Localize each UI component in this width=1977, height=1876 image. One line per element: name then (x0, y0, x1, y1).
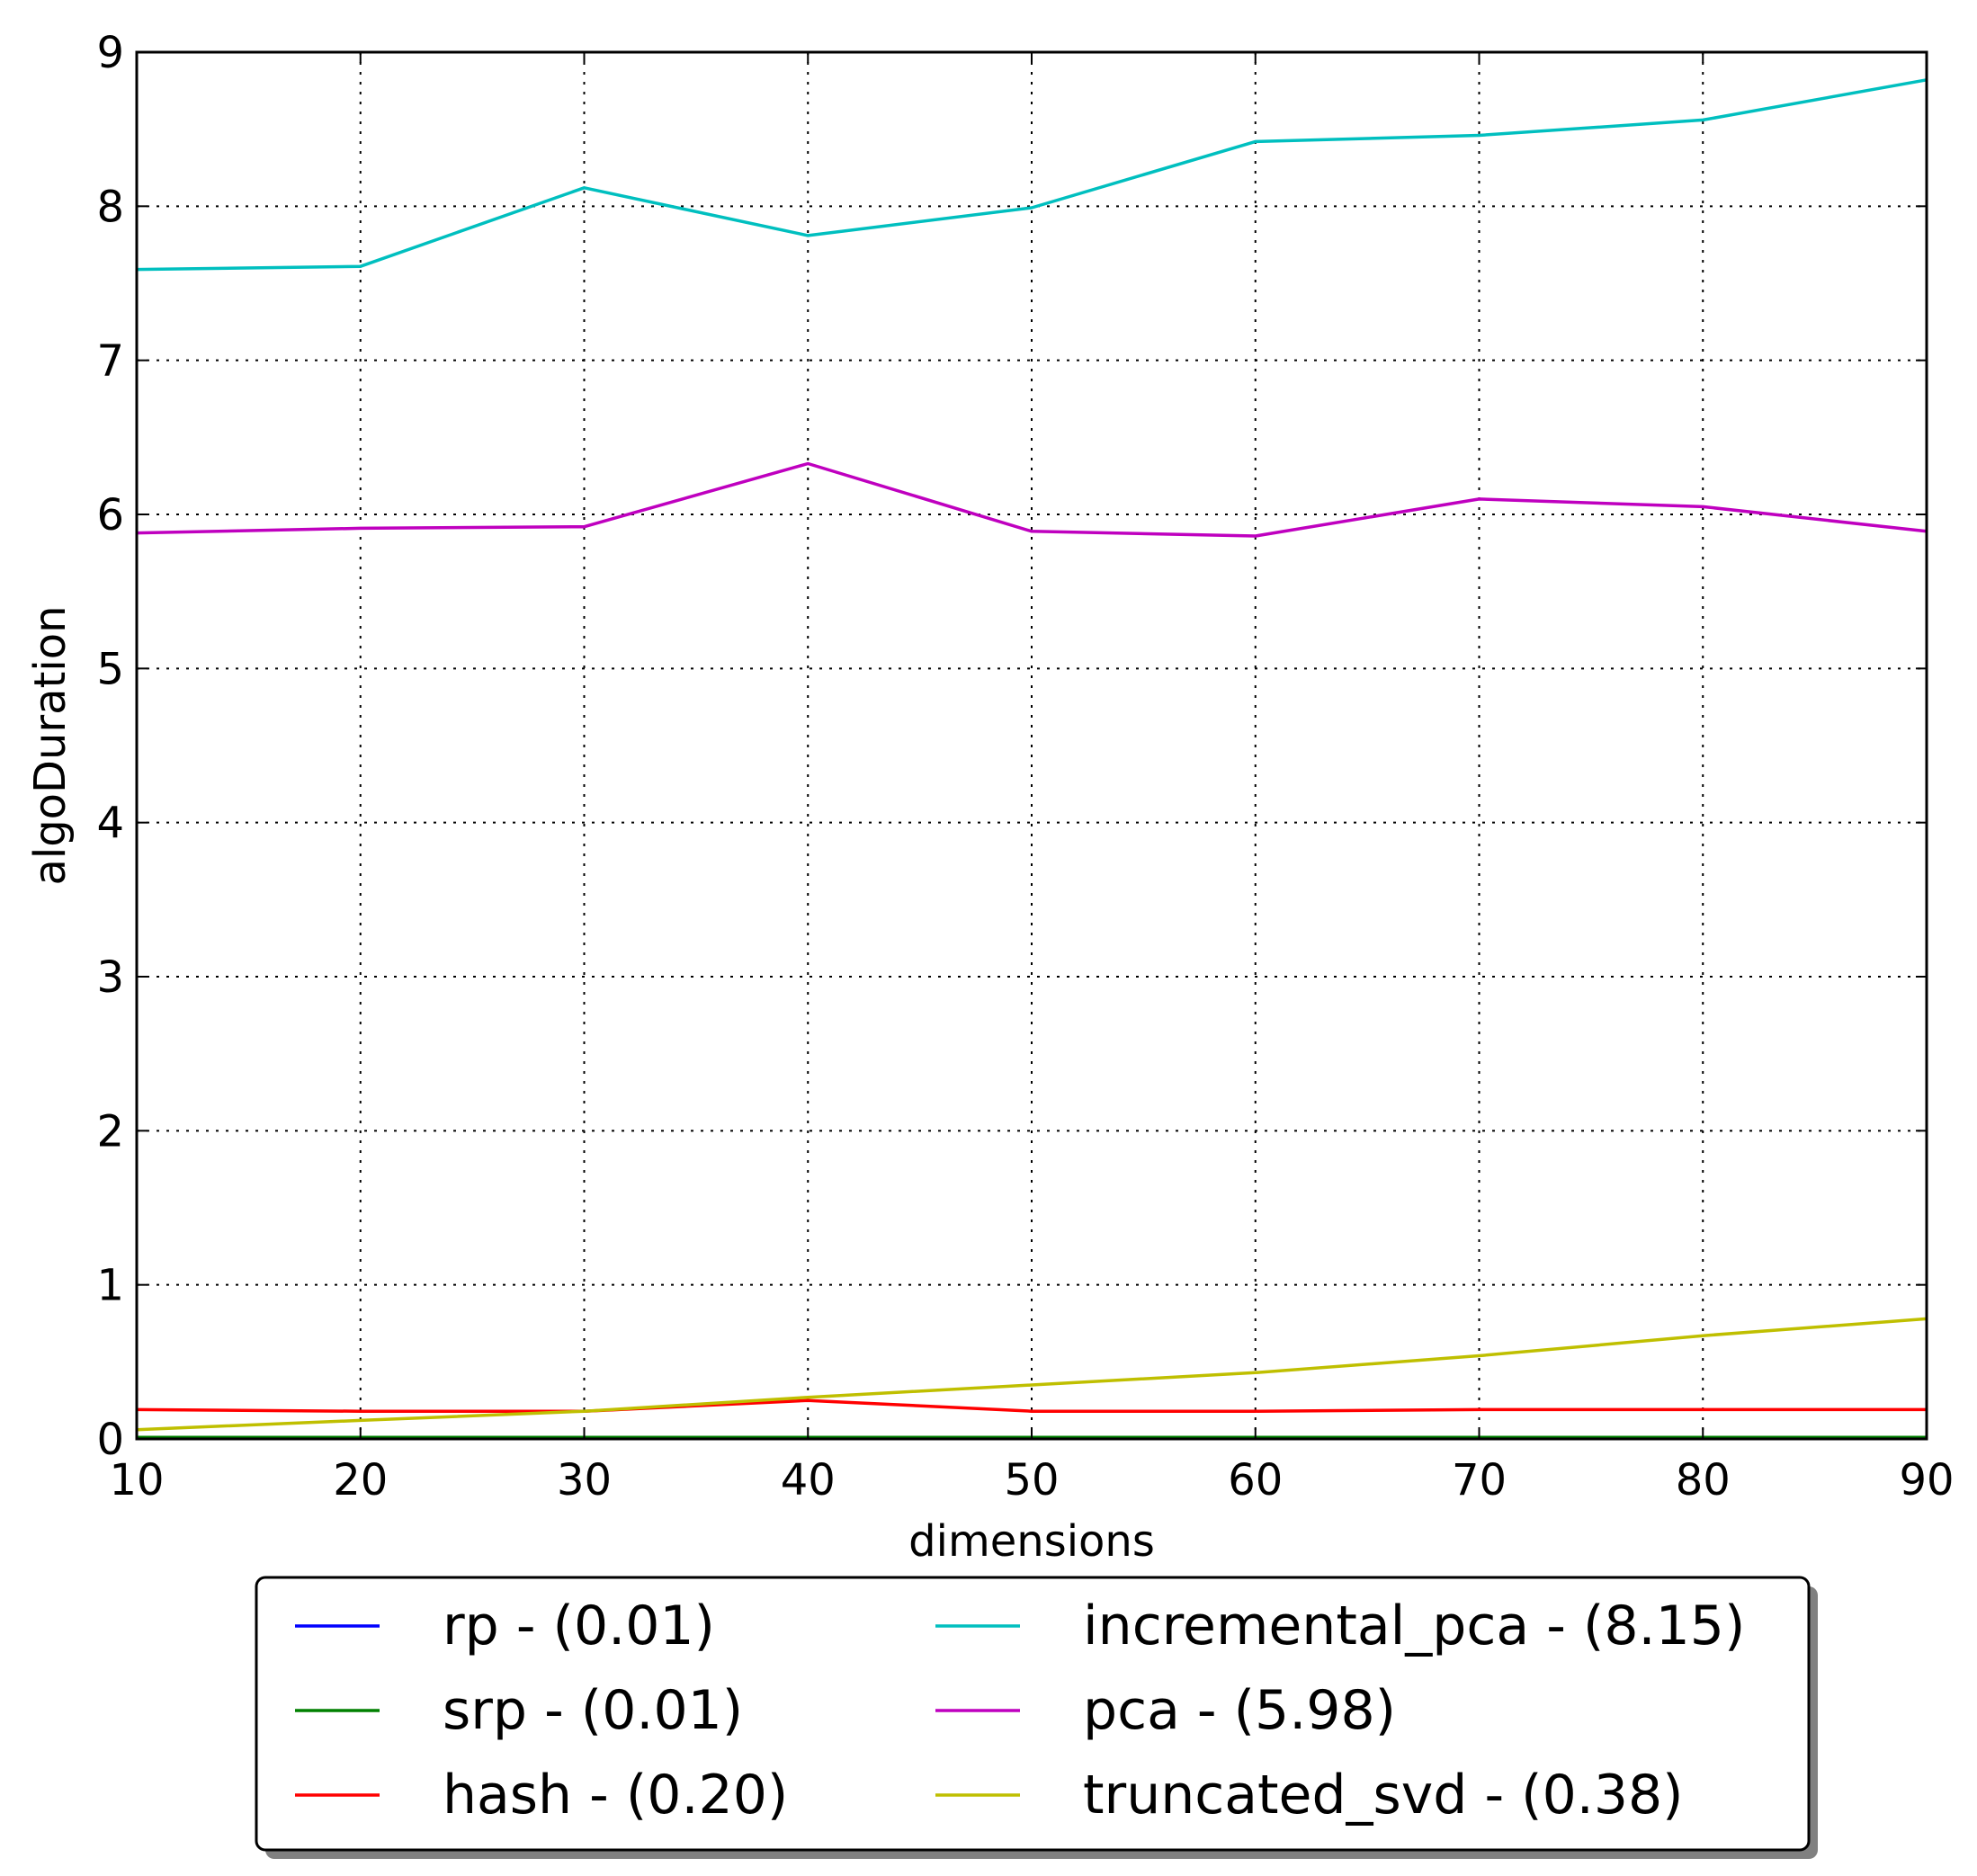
x-tick-label: 10 (109, 1455, 164, 1505)
series-line-4 (136, 461, 1928, 538)
y-axis-label: algoDuration (25, 605, 76, 885)
x-tick-label: 80 (1676, 1455, 1731, 1505)
legend-items: rp - (0.01) srp - (0.01) hash - (0.20) incr… (295, 1595, 1745, 1827)
y-tick-label: 1 (96, 1261, 124, 1311)
y-tick-label: 7 (96, 336, 124, 387)
y-tick-label: 8 (96, 182, 124, 232)
series-line-2 (136, 1398, 1927, 1413)
legend-label-1: srp - (0.01) (443, 1679, 743, 1742)
series-line-5 (136, 1317, 1928, 1432)
legend-label-2: hash - (0.20) (443, 1764, 788, 1827)
x-tick-label: 70 (1452, 1455, 1507, 1505)
legend-box (255, 1576, 1811, 1852)
x-tick-labels: 10 20 30 40 50 60 70 80 90 (109, 1455, 1954, 1505)
y-tick-label: 0 (96, 1415, 124, 1465)
y-tick-label: 4 (96, 799, 124, 849)
legend-label-4: pca - (5.98) (1083, 1679, 1396, 1742)
legend-label-0: rp - (0.01) (443, 1595, 715, 1657)
y-tick-labels: 0 1 2 3 4 5 6 7 8 9 (96, 28, 124, 1465)
x-tick-label: 30 (557, 1455, 612, 1505)
legend-label-5: truncated_svd - (0.38) (1083, 1764, 1684, 1827)
x-tick-label: 20 (333, 1455, 388, 1505)
legend: rp - (0.01) srp - (0.01) hash - (0.20) incr… (255, 1576, 1818, 1859)
series-line-3 (136, 78, 1928, 272)
axis-ticks (136, 51, 1928, 1440)
y-tick-label: 5 (96, 644, 124, 694)
x-tick-label: 60 (1228, 1455, 1283, 1505)
y-tick-label: 3 (96, 952, 124, 1003)
x-tick-label: 40 (781, 1455, 836, 1505)
x-tick-label: 90 (1899, 1455, 1954, 1505)
y-tick-label: 2 (96, 1106, 124, 1157)
x-axis-label: dimensions (908, 1516, 1155, 1567)
y-tick-label: 6 (96, 490, 124, 540)
legend-label-3: incremental_pca - (8.15) (1083, 1595, 1745, 1657)
y-tick-label: 9 (96, 28, 124, 78)
x-tick-label: 50 (1004, 1455, 1059, 1505)
